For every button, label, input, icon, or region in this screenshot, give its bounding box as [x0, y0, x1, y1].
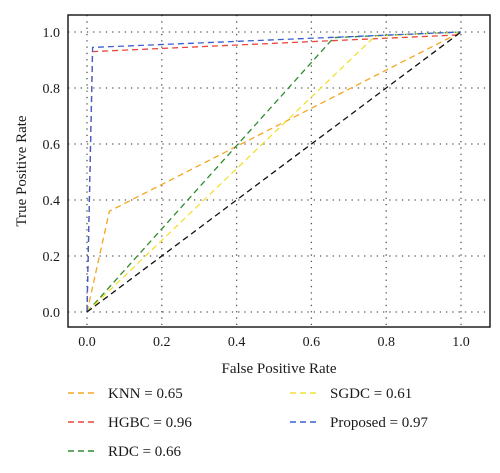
series-line-knn: [86, 31, 462, 313]
y-tick-labels: 0.0 0.2 0.4 0.6 0.8 1.0: [43, 26, 61, 321]
x-tick-label: 0.6: [303, 335, 321, 350]
legend-label-rdc: RDC = 0.66: [108, 444, 182, 460]
legend-label-knn: KNN = 0.65: [108, 386, 183, 402]
legend-label-hgbc: HGBC = 0.96: [108, 415, 192, 431]
x-tick-label: 0.0: [78, 335, 96, 350]
y-tick-label: 0.0: [43, 306, 61, 321]
legend-label-sgdc: SGDC = 0.61: [330, 386, 412, 402]
series-line-diagonal: [86, 31, 462, 313]
y-axis-label: True Positive Rate: [14, 115, 30, 226]
y-tick-label: 0.4: [43, 194, 61, 209]
x-tick-label: 1.0: [452, 335, 470, 350]
x-axis-label: False Positive Rate: [222, 361, 337, 377]
y-tick-label: 0.2: [43, 250, 61, 265]
x-tick-label: 0.2: [153, 335, 171, 350]
y-tick-label: 1.0: [43, 26, 61, 41]
x-tick-label: 0.4: [228, 335, 246, 350]
grid-lines: [68, 15, 490, 327]
x-tick-labels: 0.0 0.2 0.4 0.6 0.8 1.0: [78, 335, 470, 350]
plot-frame: [67, 14, 491, 328]
y-tick-label: 0.8: [43, 82, 61, 97]
series-line-proposed: [86, 31, 462, 313]
y-tick-label: 0.6: [43, 138, 61, 153]
legend-label-proposed: Proposed = 0.97: [330, 415, 429, 431]
x-tick-label: 0.8: [377, 335, 395, 350]
series-lines: [86, 31, 462, 313]
series-line-hgbc: [86, 34, 462, 313]
legend: KNN = 0.65 HGBC = 0.96 RDC = 0.66 SGDC = 0.…: [68, 386, 429, 460]
series-line-sgdc: [86, 31, 462, 313]
